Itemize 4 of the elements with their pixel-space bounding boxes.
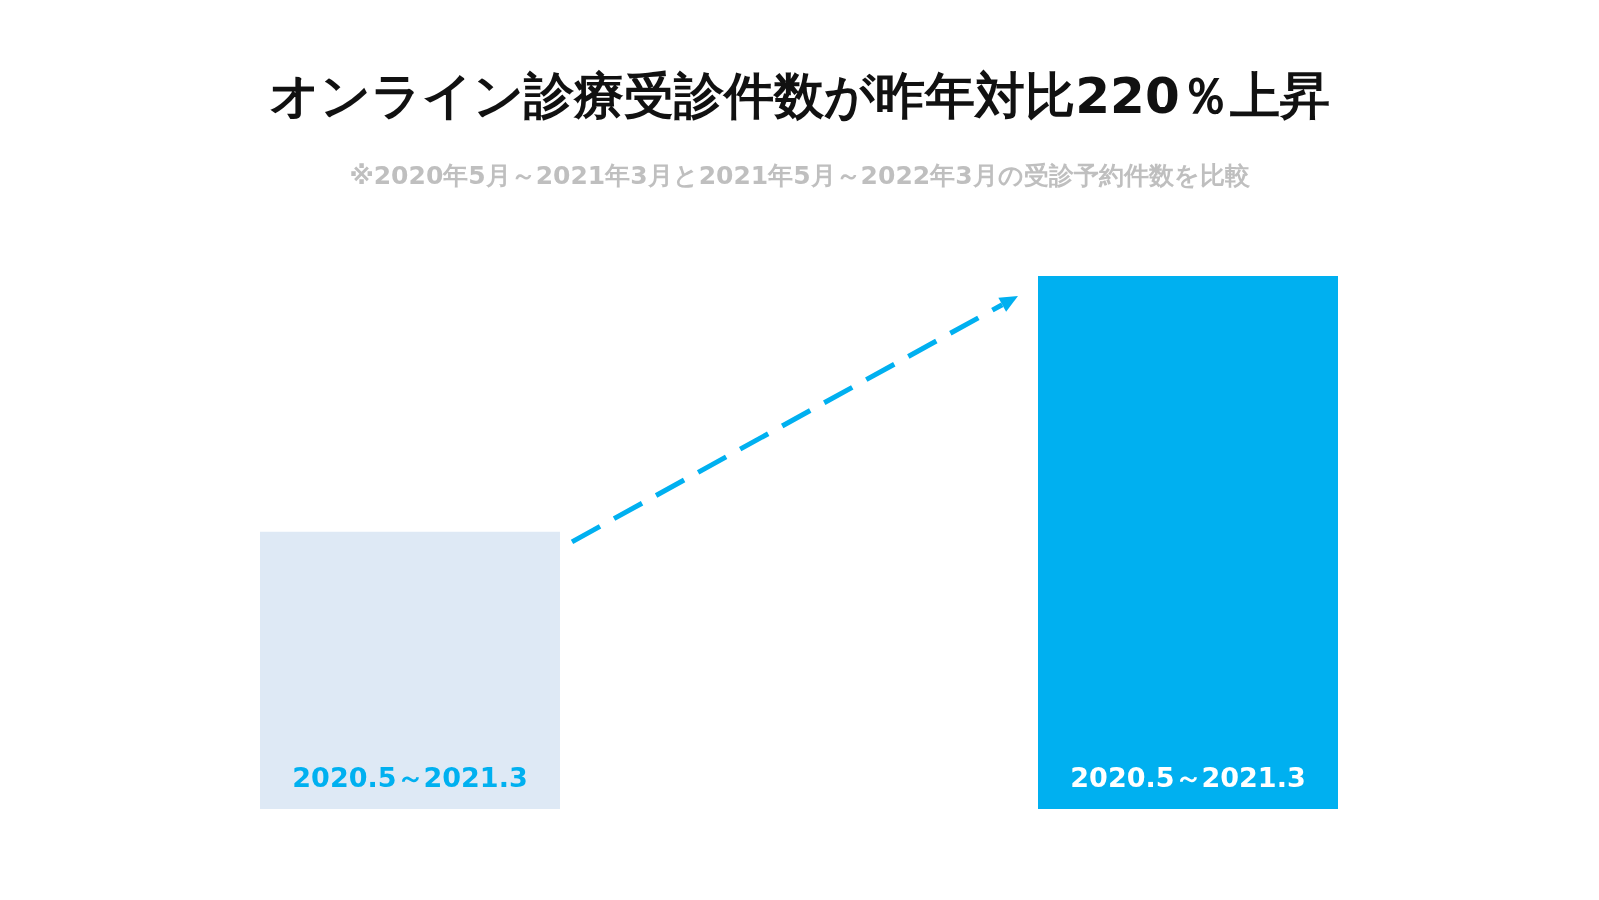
x-tick-label: 2020.5～2021.3 <box>292 762 528 793</box>
chart-subtitle: ※2020年5月～2021年3月と2021年5月～2022年3月の受診予約件数を比較 <box>349 161 1251 190</box>
x-tick-label: 2020.5～2021.3 <box>1070 762 1306 793</box>
chart-title: オンライン診療受診件数が昨年対比220％上昇 <box>269 67 1330 125</box>
